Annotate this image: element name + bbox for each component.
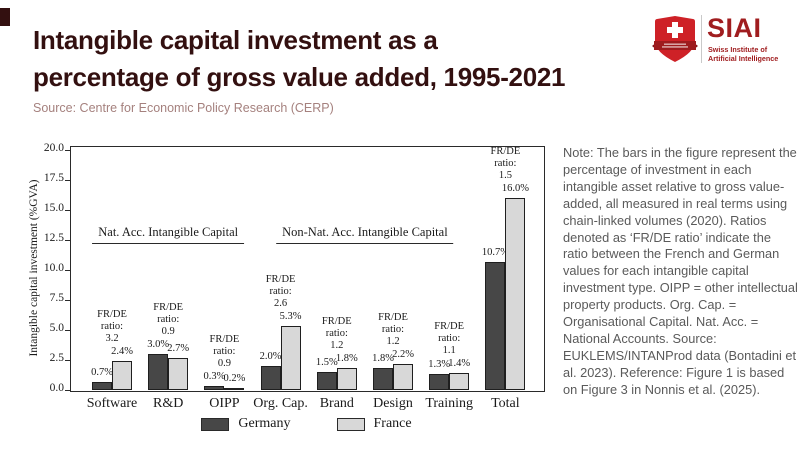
bar-value-label-germany-6: 1.3% [428,359,451,371]
category-label-2: OIPP [209,396,240,411]
bar-value-label-france-1: 2.7% [167,342,190,354]
bar-value-label-germany-1: 3.0% [147,339,170,350]
y-tick-mark [65,270,70,271]
bar-germany-5 [373,368,393,390]
bar-germany-7 [485,261,506,390]
ratio-annotation-1: FR/DE ratio: 0.9 [153,302,184,337]
bar-france-3 [280,326,301,390]
ratio-annotation-5: FR/DE ratio: 1.2 [378,311,408,347]
logo-divider [701,15,702,63]
category-label-3: Org. Cap. [253,396,308,411]
bar-value-label-france-2: 0.2% [223,372,246,384]
y-tick-label: 7.5 [49,292,64,304]
ratio-annotation-7: FR/DE ratio: 1.5 [490,146,521,181]
y-tick-mark [65,300,70,301]
y-tick-label: 12.5 [43,232,64,244]
bar-france-5 [393,363,413,390]
y-tick-mark [65,180,70,181]
y-tick-label: 10.0 [43,262,64,274]
page-title: Intangible capital investment as a perce… [33,22,566,96]
ratio-annotation-2: FR/DE ratio: 0.9 [209,334,240,370]
bar-germany-0 [92,381,112,390]
bar-germany-6 [429,374,450,390]
section-label: Nat. Acc. Intangible Capital [92,225,245,244]
y-tick-label: 2.5 [49,352,64,364]
category-label-0: Software [86,396,138,411]
legend-label-france: France [373,416,412,431]
bar-value-label-germany-2: 0.3% [203,371,226,383]
y-tick-mark [65,240,70,241]
y-tick-label: 0.0 [49,382,64,394]
bar-value-label-germany-7: 10.7% [481,246,509,258]
bar-france-6 [449,373,470,390]
logo-org-line-2: Artificial Intelligence [708,54,779,63]
corner-accent [0,8,10,26]
y-tick-label: 17.5 [43,172,64,184]
ratio-annotation-6: FR/DE ratio: 1.1 [434,321,465,357]
bar-value-label-france-0: 2.4% [111,346,133,358]
y-tick-mark [65,390,70,391]
bar-france-1 [168,357,189,390]
logo-org-name: Swiss Institute of Artificial Intelligen… [708,45,778,63]
bar-value-label-france-3: 5.3% [279,311,302,323]
y-tick-mark [65,210,70,211]
category-label-6: Training [425,396,474,411]
ratio-annotation-3: FR/DE ratio: 2.6 [265,274,296,310]
y-tick-label: 5.0 [49,322,64,334]
legend-swatch-france [336,417,365,431]
bar-value-label-france-5: 2.2% [392,348,414,360]
note-text: Note: The bars in the figure represent t… [563,145,798,397]
bar-value-label-france-7: 16.0% [501,183,529,194]
ratio-annotation-4: FR/DE ratio: 1.2 [321,316,352,352]
y-tick-mark [65,330,70,331]
bar-france-0 [112,361,132,390]
bar-france-7 [505,198,526,390]
bar-value-label-germany-0: 0.7% [91,366,113,378]
legend-item-germany: Germany [201,416,291,432]
bar-germany-3 [260,366,281,390]
legend-label-germany: Germany [238,416,291,431]
bar-value-label-france-4: 1.8% [335,353,358,365]
bar-value-label-germany-3: 2.0% [259,351,282,362]
bar-germany-2 [204,386,225,390]
chart-legend: Germany France [70,416,543,432]
source-line: Source: Centre for Economic Policy Resea… [33,101,334,115]
legend-swatch-germany [201,417,230,431]
logo-acronym: SIAI [707,13,762,43]
ratio-annotation-0: FR/DE ratio: 3.2 [97,309,127,345]
category-label-7: Total [491,396,520,411]
bar-france-4 [336,368,357,390]
legend-item-france: France [336,416,412,432]
y-tick-mark [65,360,70,361]
bar-value-label-germany-5: 1.8% [372,353,394,365]
bar-germany-1 [148,354,169,390]
bar-value-label-france-6: 1.4% [448,358,471,370]
category-label-5: Design [373,396,413,411]
y-tick-mark [65,150,70,151]
category-label-1: R&D [153,396,184,411]
bar-germany-4 [316,372,337,390]
category-label-4: Brand [319,396,354,411]
y-tick-label: 20.0 [43,142,64,154]
y-tick-label: 15.0 [43,202,64,214]
page-title-line-2: percentage of gross value added, 1995-20… [33,62,566,92]
siai-logo: SIAI Swiss Institute of Artificial Intel… [652,13,792,66]
section-label: Non-Nat. Acc. Intangible Capital [276,225,454,244]
page-title-line-1: Intangible capital investment as a [33,25,438,55]
logo-org-line-1: Swiss Institute of [708,45,768,54]
bar-france-2 [224,387,245,390]
plot-frame [70,146,545,392]
bar-value-label-germany-4: 1.5% [315,357,338,368]
